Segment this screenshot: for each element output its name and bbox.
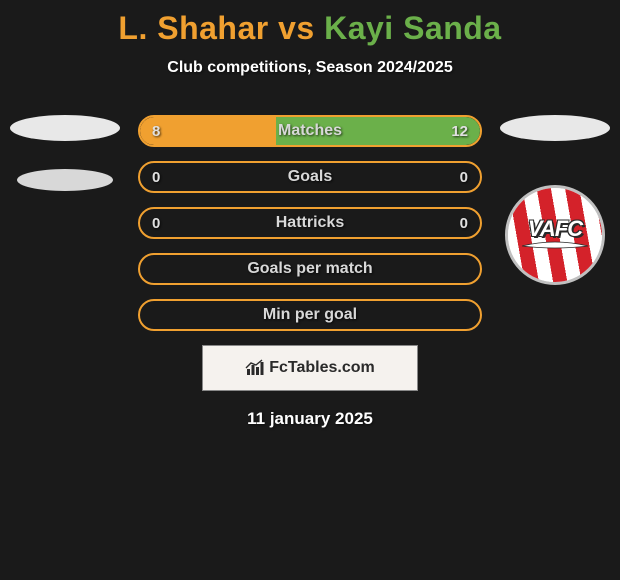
stat-bar-left — [140, 117, 276, 145]
fctables-branding: FcTables.com — [202, 345, 418, 391]
stat-label: Goals — [288, 168, 332, 186]
stat-row: 8 Matches 12 — [138, 115, 482, 147]
player2-name: Kayi Sanda — [324, 10, 502, 46]
player1-name: L. Shahar — [118, 10, 268, 46]
stat-row: 0 Goals 0 — [138, 161, 482, 193]
left-player-avatar-placeholder — [10, 115, 120, 141]
vafc-logo-text: VAFC — [528, 216, 582, 242]
stat-label: Hattricks — [276, 214, 344, 232]
stat-row: 0 Hattricks 0 — [138, 207, 482, 239]
left-player-column — [0, 115, 130, 191]
stat-value-right: 0 — [460, 215, 468, 232]
stat-label: Min per goal — [263, 306, 357, 324]
subtitle: Club competitions, Season 2024/2025 — [0, 59, 620, 77]
stat-rows: 8 Matches 12 0 Goals 0 0 Hattricks 0 Goals per ma… — [138, 115, 482, 331]
vafc-swoosh-icon — [520, 240, 590, 250]
bar-chart-icon — [245, 359, 265, 377]
fctables-text: FcTables.com — [269, 359, 375, 377]
stat-value-right: 0 — [460, 169, 468, 186]
stat-value-right: 12 — [451, 123, 468, 140]
stat-row: Goals per match — [138, 253, 482, 285]
vs-text: vs — [269, 10, 324, 46]
right-club-badge: VAFC — [505, 185, 605, 285]
stat-value-left: 0 — [152, 215, 160, 232]
stat-label: Goals per match — [247, 260, 372, 278]
stat-row: Min per goal — [138, 299, 482, 331]
page-title: L. Shahar vs Kayi Sanda — [0, 0, 620, 47]
left-club-badge-placeholder — [17, 169, 113, 191]
stat-value-left: 0 — [152, 169, 160, 186]
stat-label: Matches — [278, 122, 342, 140]
content-area: VAFC 8 Matches 12 0 Goals 0 0 Hattricks 0 Goals p… — [0, 115, 620, 429]
right-player-column: VAFC — [490, 115, 620, 285]
stat-value-left: 8 — [152, 123, 160, 140]
date-text: 11 january 2025 — [0, 409, 620, 429]
right-player-avatar-placeholder — [500, 115, 610, 141]
